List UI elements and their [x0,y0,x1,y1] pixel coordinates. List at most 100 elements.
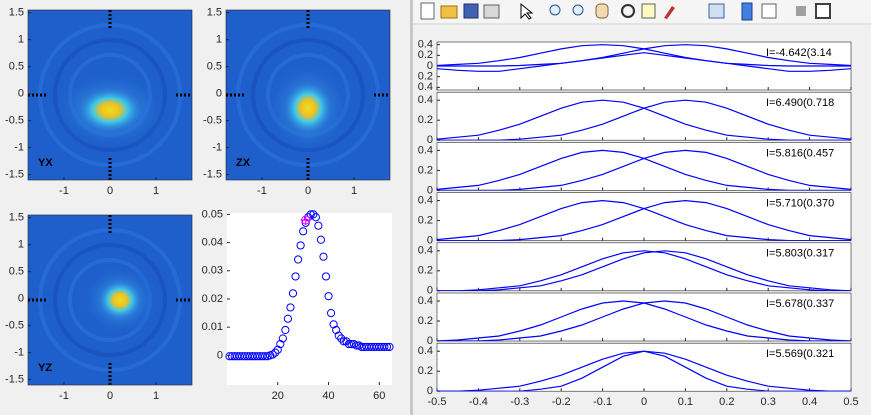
hot-spot [78,88,142,132]
point [342,337,351,346]
y-tick-label: 0 [427,285,433,297]
curve [437,99,851,141]
panel-label: I=5.569(0.321 [766,348,834,360]
curve [437,52,851,72]
point [268,350,277,359]
y-tick-label: 1 [216,34,222,46]
ring [53,243,167,357]
point [347,340,356,349]
point [271,348,280,357]
datacursor-button[interactable] [641,3,656,19]
panel-label: I=5.678(0.337 [766,298,834,310]
x-tick-label: 1 [153,185,159,197]
pointer-button[interactable] [520,2,534,20]
curve [437,250,851,291]
point [293,255,303,264]
curve [437,199,851,241]
x-tick-label: 60 [373,390,385,402]
y-tick-label: 0.5 [9,61,24,73]
y-tick-label: 0 [216,88,222,100]
show-tools-button[interactable] [815,3,831,19]
point [309,210,318,219]
curves [437,149,851,191]
y-tick-label: 0.4 [418,245,433,257]
curve [437,44,851,67]
brush-button[interactable] [664,6,675,19]
y-tick-label: 0.2 [418,71,433,83]
plot-area [436,142,852,191]
x-tick-label: 0 [641,396,647,408]
point [281,325,290,335]
rotate-button[interactable] [621,4,635,18]
x-tick-label: 0.3 [761,396,776,408]
image-panel [27,214,193,386]
y-tick-label: 1 [18,34,24,46]
x-tick-label: 0.4 [802,396,817,408]
panel-label: I=5.710(0.370 [766,198,834,210]
point [337,334,346,343]
point [382,342,392,352]
hide-tools-button[interactable] [796,6,806,16]
image-label: YX [38,157,53,169]
point [258,352,267,361]
plot-area [227,213,392,385]
y-tick-label: -0.5 [203,115,222,127]
point [283,314,293,323]
y-tick-label: 0.2 [418,215,433,227]
highlight-ring [301,215,311,225]
x-tick-label: 0.2 [719,396,734,408]
x-tick-label: -1 [257,185,267,197]
y-tick-label: 0.2 [418,365,433,377]
y-tick-label: 0.2 [418,315,433,327]
colorbar-button[interactable] [741,2,753,21]
y-tick-label: 0.01 [202,321,223,333]
highlight-point [300,215,311,226]
y-tick-label: 1 [18,239,24,251]
image-panel [225,9,391,181]
new-button[interactable] [420,2,435,20]
y-tick-label: 0.2 [418,265,433,277]
point [288,289,298,298]
toolbar [413,0,871,25]
print-button[interactable] [483,4,500,19]
y-tick-label: 0.05 [202,208,223,220]
x-tick-label: 40 [322,390,334,402]
ring [53,38,167,152]
curves [437,199,851,241]
y-tick-label: 0.5 [9,266,24,278]
save-button[interactable] [463,3,479,19]
y-tick-label: 0.4 [418,195,433,207]
image-panel [27,9,193,181]
zoom-out-button[interactable] [572,4,584,16]
y-tick-label: 0.2 [418,114,433,126]
y-tick-label: 0 [427,60,433,72]
x-tick-label: -0.5 [428,396,447,408]
curves [437,350,851,392]
point [321,272,331,281]
x-tick-label: 1 [153,390,159,402]
point [385,342,394,352]
link-button[interactable] [708,3,725,19]
x-tick-label: 0 [107,185,113,197]
y-tick-label: 0.4 [418,39,433,51]
point [273,345,282,354]
curve [437,300,851,341]
point [380,342,389,352]
y-tick-label: -1.5 [5,374,24,386]
x-tick-label: -1 [59,390,69,402]
zoom-in-button[interactable] [549,4,561,16]
x-tick-label: 1 [351,185,357,197]
curves [437,99,851,141]
open-button[interactable] [440,5,458,19]
pan-button[interactable] [595,3,609,19]
image-label: ZX [236,157,251,169]
curve [437,250,851,291]
point [316,235,326,244]
legend-button[interactable] [761,3,777,19]
panel-label: I=6.490(0.718 [766,97,834,109]
y-tick-label: 0 [18,293,24,305]
point [326,308,336,318]
x-tick-label: -0.1 [593,396,612,408]
